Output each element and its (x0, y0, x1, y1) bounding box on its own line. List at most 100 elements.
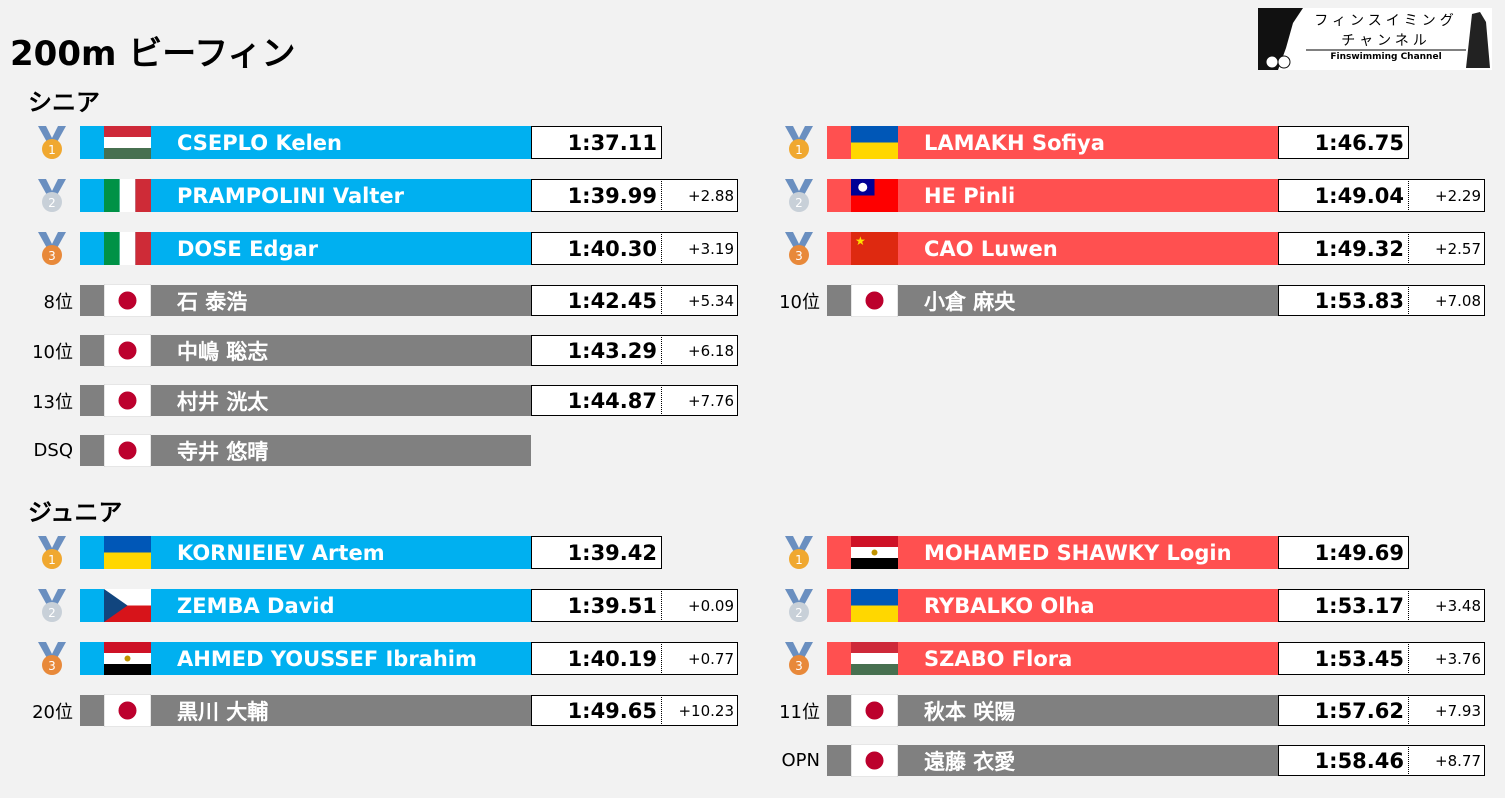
bar (80, 536, 531, 569)
flag (104, 384, 151, 417)
diff: +7.08 (1408, 285, 1485, 316)
flag (851, 536, 898, 569)
bar (827, 536, 1278, 569)
diff: +8.77 (1408, 745, 1485, 776)
rank: 20位 (32, 701, 73, 723)
time: 1:53.83 (1278, 285, 1409, 316)
flag (851, 744, 898, 777)
medal: 1 (785, 536, 813, 569)
diff: +3.19 (661, 232, 738, 265)
time: 1:49.32 (1278, 232, 1409, 265)
time: 1:37.11 (531, 126, 662, 159)
rank: OPN (781, 750, 821, 771)
flag (104, 694, 151, 727)
rank: 3 (48, 249, 56, 263)
rank: 1 (795, 143, 803, 157)
rank: 3 (795, 249, 803, 263)
bar (827, 695, 1278, 726)
bar (827, 179, 1278, 212)
medal: 3 (38, 232, 66, 265)
rank: 1 (48, 553, 56, 567)
time: 1:57.62 (1278, 695, 1409, 726)
logo-art (1258, 8, 1490, 70)
flag (851, 179, 898, 212)
bar (827, 285, 1278, 316)
athlete-name: CAO Luwen (924, 236, 1058, 261)
logo-line3: Finswimming Channel (1330, 52, 1442, 62)
flag (104, 536, 151, 569)
diff: +10.23 (661, 695, 738, 726)
rank: 3 (795, 659, 803, 673)
rank: 2 (795, 606, 803, 620)
rank: 1 (795, 553, 803, 567)
medal: 2 (38, 589, 66, 622)
rank: 2 (795, 196, 803, 210)
svg-text:★: ★ (855, 234, 866, 248)
logo-line1: フィンスイミング (1314, 13, 1458, 29)
diff: +0.09 (661, 589, 738, 622)
diff: +3.76 (1408, 642, 1485, 675)
bar (80, 179, 531, 212)
athlete-name: 秋本 咲陽 (924, 699, 1016, 724)
diff: +7.76 (661, 385, 738, 416)
athlete-name: 石 泰浩 (177, 289, 248, 314)
diff: +0.77 (661, 642, 738, 675)
rank: 11位 (779, 701, 820, 723)
rank: 10位 (779, 291, 820, 313)
athlete-name: PRAMPOLINI Valter (177, 183, 404, 208)
flag (851, 589, 898, 622)
diff: +2.57 (1408, 232, 1485, 265)
medal: 1 (38, 126, 66, 159)
flag (104, 434, 151, 467)
bar (80, 385, 531, 416)
time: 1:42.45 (531, 285, 662, 316)
bar (80, 126, 531, 159)
athlete-name: DOSE Edgar (177, 236, 319, 261)
medal: 1 (38, 536, 66, 569)
rank: 8位 (43, 291, 73, 313)
flag (851, 284, 898, 317)
athlete-name: 小倉 麻央 (924, 289, 1016, 314)
rank: 13位 (32, 391, 73, 413)
time: 1:39.99 (531, 179, 662, 212)
flag: ★ (851, 232, 898, 265)
bar (80, 232, 531, 265)
athlete-name: ZEMBA David (177, 593, 335, 618)
medal: 2 (38, 179, 66, 212)
rank: DSQ (33, 440, 73, 461)
time: 1:53.45 (1278, 642, 1409, 675)
bar (827, 589, 1278, 622)
medal: 3 (785, 232, 813, 265)
time: 1:53.17 (1278, 589, 1409, 622)
bar (80, 642, 531, 675)
section-title: ジュニア (28, 498, 123, 527)
flag (104, 589, 151, 622)
time: 1:40.30 (531, 232, 662, 265)
bar (80, 435, 531, 466)
bar (80, 335, 531, 366)
flag (104, 642, 151, 675)
time: 1:46.75 (1278, 126, 1409, 159)
athlete-name: 中嶋 聡志 (177, 339, 269, 364)
medal: 3 (38, 642, 66, 675)
athlete-name: 遠藤 衣愛 (924, 749, 1016, 774)
flag (104, 179, 151, 212)
athlete-name: SZABO Flora (924, 646, 1073, 671)
athlete-name: MOHAMED SHAWKY Login (924, 540, 1232, 565)
rank: 1 (48, 143, 56, 157)
rank: 3 (48, 659, 56, 673)
time: 1:40.19 (531, 642, 662, 675)
flag (851, 642, 898, 675)
medal: 1 (785, 126, 813, 159)
flag (851, 126, 898, 159)
time: 1:44.87 (531, 385, 662, 416)
flag (104, 232, 151, 265)
medal: 2 (785, 179, 813, 212)
flag (104, 334, 151, 367)
rank: 10位 (32, 341, 73, 363)
athlete-name: 黒川 大輔 (177, 699, 269, 724)
medal: 3 (785, 642, 813, 675)
time: 1:39.42 (531, 536, 662, 569)
logo-line2: チャンネル (1341, 33, 1431, 49)
